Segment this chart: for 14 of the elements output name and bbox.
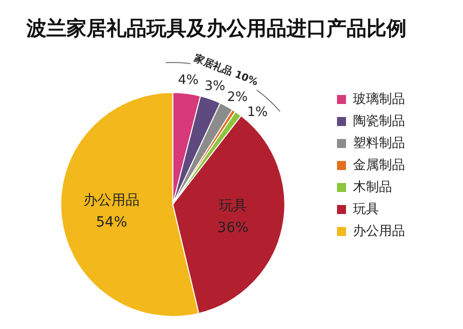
legend-label: 玻璃制品 bbox=[353, 92, 405, 107]
data-label: 1% bbox=[247, 104, 268, 120]
legend-label: 玩具 bbox=[353, 202, 379, 217]
data-label: 54% bbox=[96, 214, 128, 230]
legend-label: 塑料制品 bbox=[353, 134, 405, 151]
legend-label: 陶瓷制品 bbox=[353, 114, 405, 129]
slice-label: 办公用品 bbox=[84, 192, 140, 208]
data-label: 2% bbox=[227, 90, 248, 105]
data-label: 36% bbox=[217, 220, 249, 236]
legend-label: 办公用品 bbox=[353, 224, 405, 239]
chart-title: 波兰家居礼品玩具及办公用品进口产品比例 bbox=[26, 16, 406, 40]
slice-label: 玩具 bbox=[218, 198, 247, 214]
legend-label: 木制品 bbox=[353, 180, 392, 195]
legend-label: 金属制品 bbox=[353, 158, 405, 173]
